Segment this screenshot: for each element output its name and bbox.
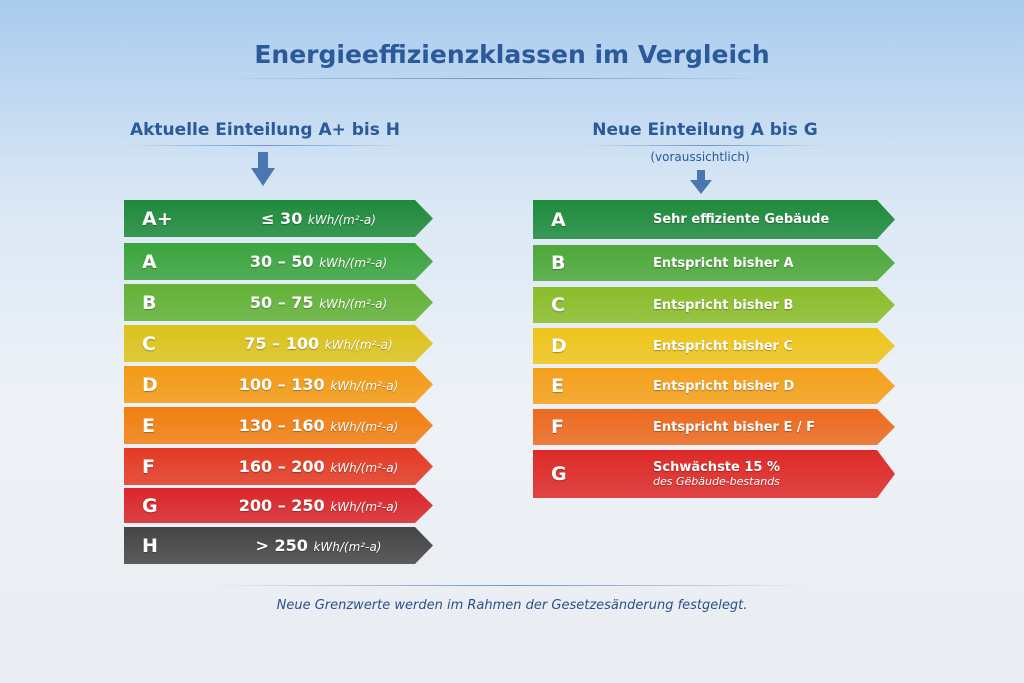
class-row-G: G 200 – 250 kWh/(m²-a) (124, 488, 433, 523)
description: Entspricht bisher D (643, 379, 895, 394)
range: 30 – 50 kWh/(m²-a) (234, 252, 433, 271)
unit: kWh/(m²-a) (319, 297, 388, 311)
down-arrow-icon (690, 170, 712, 198)
description: Entspricht bisher A (643, 256, 895, 271)
class-row-B: B 50 – 75 kWh/(m²-a) (124, 284, 433, 321)
unit: kWh/(m²-a) (319, 256, 388, 270)
class-label: H (142, 534, 158, 557)
range: 50 – 75 kWh/(m²-a) (234, 293, 433, 312)
right-divider (585, 145, 825, 146)
class-label: F (142, 455, 155, 478)
left-divider (125, 145, 405, 146)
description-text: Schwächste 15 % (653, 460, 781, 475)
unit: kWh/(m²-a) (324, 338, 393, 352)
new-class-row-C: C Entspricht bisher B (533, 287, 895, 323)
range-value: 130 – 160 (238, 416, 325, 435)
class-label: E (551, 375, 564, 397)
new-class-row-F: F Entspricht bisher E / F (533, 409, 895, 445)
class-row-C: C 75 – 100 kWh/(m²-a) (124, 325, 433, 362)
class-row-F: F 160 – 200 kWh/(m²-a) (124, 448, 433, 485)
range-value: 75 – 100 (244, 334, 320, 353)
description-text: Entspricht bisher D (653, 378, 795, 394)
class-label: A (142, 250, 157, 273)
new-class-row-A: A Sehr effiziente Gebäude (533, 200, 895, 239)
footer-note: Neue Grenzwerte werden im Rahmen der Ges… (276, 598, 748, 613)
unit: kWh/(m²-a) (307, 213, 376, 227)
unit: kWh/(m²-a) (330, 500, 399, 514)
class-label: B (551, 252, 566, 274)
class-label: C (142, 332, 156, 355)
range-value: 100 – 130 (238, 375, 325, 394)
range-value: 200 – 250 (238, 496, 325, 515)
new-class-row-D: D Entspricht bisher C (533, 328, 895, 364)
range-value: 50 – 75 (249, 293, 314, 312)
description: Entspricht bisher E / F (643, 420, 895, 435)
down-arrow-icon (251, 152, 275, 190)
range-value: ≤ 30 (261, 209, 303, 228)
description: Entspricht bisher C (643, 339, 895, 354)
class-row-E: E 130 – 160 kWh/(m²-a) (124, 407, 433, 444)
range: 160 – 200 kWh/(m²-a) (234, 457, 433, 476)
description-subtext: des Gëbäude-bestands (653, 475, 780, 488)
right-heading: Neue Einteilung A bis G (592, 120, 818, 140)
unit: kWh/(m²-a) (313, 540, 382, 554)
footer-divider (210, 585, 810, 586)
range: 130 – 160 kWh/(m²-a) (234, 416, 433, 435)
right-subheading: (voraussichtlich) (650, 150, 750, 164)
description-text: Sehr effiziente Gebäude (653, 212, 830, 227)
class-label: A+ (142, 207, 173, 230)
unit: kWh/(m²-a) (330, 379, 399, 393)
range-value: 160 – 200 (238, 457, 325, 476)
left-heading: Aktuelle Einteilung A+ bis H (129, 120, 401, 140)
range: ≤ 30 kWh/(m²-a) (234, 209, 433, 228)
class-row-A: A 30 – 50 kWh/(m²-a) (124, 243, 433, 280)
new-class-row-B: B Entspricht bisher A (533, 245, 895, 281)
class-row-A+: A+ ≤ 30 kWh/(m²-a) (124, 200, 433, 237)
unit: kWh/(m²-a) (330, 420, 399, 434)
unit: kWh/(m²-a) (330, 461, 399, 475)
range: 200 – 250 kWh/(m²-a) (234, 496, 433, 515)
description: Schwächste 15 % des Gëbäude-bestands (643, 460, 895, 488)
class-label: A (551, 208, 566, 231)
class-row-H: H > 250 kWh/(m²-a) (124, 527, 433, 564)
class-row-D: D 100 – 130 kWh/(m²-a) (124, 366, 433, 403)
class-label: G (142, 494, 158, 517)
class-label: D (551, 335, 567, 357)
title-divider (215, 78, 775, 79)
class-label: C (551, 294, 565, 316)
range: > 250 kWh/(m²-a) (234, 536, 433, 555)
description-text: Entspricht bisher E / F (653, 419, 816, 435)
class-label: D (142, 373, 158, 396)
description-text: Entspricht bisher B (653, 297, 794, 313)
range-value: 30 – 50 (249, 252, 314, 271)
class-label: F (551, 416, 564, 438)
new-class-row-G: G Schwächste 15 % des Gëbäude-bestands (533, 450, 895, 498)
description-text: Entspricht bisher C (653, 338, 794, 354)
range-value: > 250 (255, 536, 308, 555)
class-label: G (551, 463, 567, 485)
page-title: Energieeffizienzklassen im Vergleich (254, 40, 770, 69)
class-label: E (142, 414, 155, 437)
description: Entspricht bisher B (643, 298, 895, 313)
range: 100 – 130 kWh/(m²-a) (234, 375, 433, 394)
new-class-row-E: E Entspricht bisher D (533, 368, 895, 404)
description: Sehr effiziente Gebäude (643, 212, 895, 227)
description-text: Entspricht bisher A (653, 255, 794, 271)
range: 75 – 100 kWh/(m²-a) (234, 334, 433, 353)
class-label: B (142, 291, 157, 314)
